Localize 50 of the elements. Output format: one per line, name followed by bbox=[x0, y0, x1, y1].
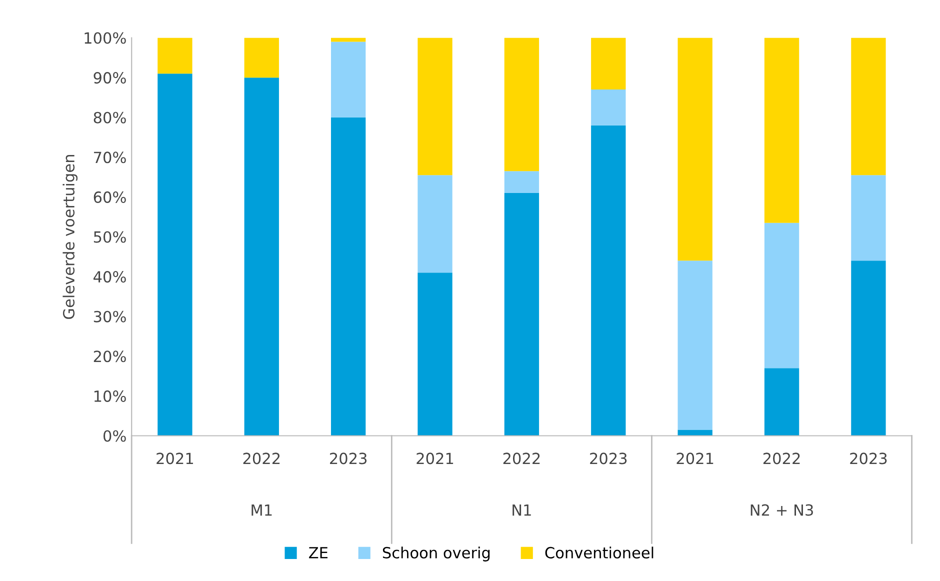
bar bbox=[764, 368, 800, 436]
y-tick-label: 50% bbox=[94, 231, 126, 243]
bar bbox=[678, 260, 712, 430]
x-tick-label: 2022 bbox=[243, 452, 280, 464]
bar bbox=[851, 38, 886, 176]
bar bbox=[244, 38, 279, 78]
text: M1 bbox=[252, 504, 272, 516]
x-tick-label: 2021 bbox=[416, 452, 454, 464]
bar bbox=[851, 175, 886, 261]
x-tick-label: 2022 bbox=[763, 452, 800, 464]
bar bbox=[244, 78, 279, 436]
x-tick-label: 2023 bbox=[330, 452, 367, 464]
bar bbox=[504, 192, 540, 436]
x-tick-label: 2023 bbox=[850, 452, 887, 464]
bar bbox=[591, 125, 626, 436]
y-axis-title: Geleverde voertuigen bbox=[62, 155, 78, 319]
text: N2 + N3 bbox=[750, 504, 813, 516]
y-tick-label: 10% bbox=[94, 390, 126, 402]
x-tick-label: 2021 bbox=[676, 452, 714, 464]
y-tick-label: 30% bbox=[94, 310, 126, 322]
bar bbox=[504, 38, 540, 172]
bar bbox=[764, 222, 800, 368]
y-tick-label: 100% bbox=[84, 32, 126, 44]
y-tick-label: 20% bbox=[94, 350, 126, 362]
text: N1 bbox=[512, 504, 531, 516]
legend-label: Schoon overig bbox=[382, 546, 490, 562]
bar bbox=[418, 272, 452, 436]
bar bbox=[591, 38, 626, 90]
y-tick-label: 40% bbox=[94, 271, 126, 283]
bar bbox=[504, 171, 540, 193]
y-tick-label: 0% bbox=[104, 430, 126, 442]
x-tick-label: 2022 bbox=[503, 452, 540, 464]
bar bbox=[764, 38, 800, 223]
bar bbox=[591, 90, 626, 126]
bar bbox=[158, 38, 192, 74]
y-tick-label: 70% bbox=[94, 152, 126, 164]
bar bbox=[330, 117, 366, 436]
y-tick-label: 60% bbox=[94, 191, 126, 203]
y-tick-label: 80% bbox=[94, 112, 126, 124]
legend-label: ZE bbox=[309, 547, 328, 558]
bar bbox=[418, 38, 452, 176]
x-tick-label: 2021 bbox=[156, 452, 193, 464]
legend-label: Conventioneel bbox=[545, 546, 654, 558]
x-tick-label: 2023 bbox=[590, 452, 627, 464]
bar bbox=[678, 38, 712, 261]
bar bbox=[418, 175, 452, 273]
y-tick-label: 90% bbox=[94, 72, 126, 84]
bar bbox=[330, 42, 366, 118]
bar bbox=[851, 260, 886, 436]
bar bbox=[158, 74, 192, 436]
